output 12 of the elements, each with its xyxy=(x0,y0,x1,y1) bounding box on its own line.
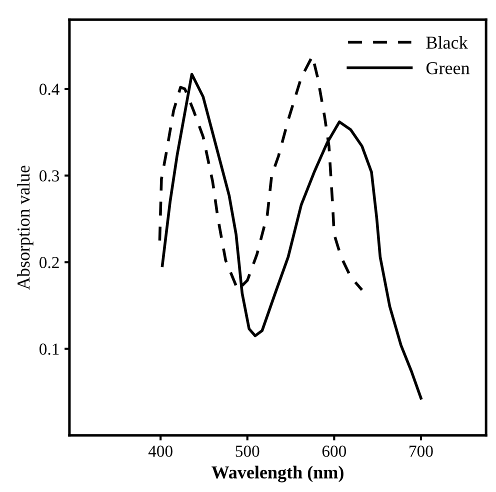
legend-label: Green xyxy=(426,62,470,74)
x-tick-label: 600 xyxy=(322,446,346,457)
x-tick-label: 500 xyxy=(236,446,260,457)
y-tick-label: 0.1 xyxy=(40,344,59,355)
x-axis-title: Wavelength (nm) xyxy=(212,466,344,482)
x-tick-label: 400 xyxy=(148,446,172,457)
y-tick-label: 0.3 xyxy=(40,170,60,182)
y-tick-label: 0.4 xyxy=(40,84,60,95)
y-tick-label: 0.2 xyxy=(40,256,59,268)
y-axis-title: Absorption value xyxy=(16,166,34,290)
x-tick-label: 700 xyxy=(410,446,433,457)
legend-label: Black xyxy=(426,36,468,49)
